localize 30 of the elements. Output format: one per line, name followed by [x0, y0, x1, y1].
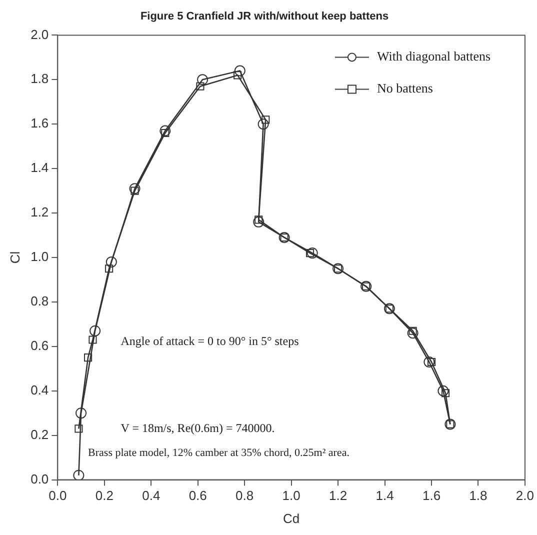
- annotation: V = 18m/s, Re(0.6m) = 740000.: [120, 420, 275, 435]
- y-axis-title: Cl: [7, 251, 22, 264]
- x-tick-label: 0.6: [188, 488, 207, 504]
- y-tick-label: 0.8: [30, 294, 49, 309]
- annotation: Brass plate model, 12% camber at 35% chord, 0.25m² area.: [88, 447, 350, 460]
- x-tick-label: 0.8: [236, 488, 254, 504]
- y-tick-label: 0.4: [30, 382, 49, 398]
- x-tick-label: 0.0: [48, 488, 67, 504]
- chart-title: Figure 5 Cranfield JR with/without keep battens: [140, 10, 389, 23]
- x-tick-label: 2.0: [516, 488, 534, 504]
- x-tick-label: 0.4: [142, 488, 160, 504]
- x-tick-label: 1.4: [376, 488, 394, 504]
- y-tick-label: 0.2: [30, 426, 49, 442]
- x-tick-label: 1.6: [422, 488, 441, 504]
- x-tick-label: 0.2: [95, 488, 114, 504]
- y-tick-label: 0.0: [30, 471, 49, 486]
- legend-label: No battens: [376, 80, 433, 96]
- y-tick-label: 0.6: [30, 338, 49, 353]
- y-tick-label: 1.2: [30, 204, 49, 220]
- x-tick-label: 1.2: [329, 488, 348, 504]
- y-tick-label: 1.6: [30, 116, 49, 131]
- x-axis-title: Cd: [283, 510, 300, 526]
- y-tick-label: 1.0: [30, 249, 49, 264]
- y-tick-label: 2.0: [30, 26, 49, 42]
- annotation: Angle of attack = 0 to 90° in 5° steps: [120, 334, 300, 348]
- y-tick-label: 1.8: [30, 71, 49, 86]
- legend-label: With diagonal battens: [376, 48, 491, 64]
- y-tick-label: 1.4: [30, 160, 49, 176]
- x-tick-label: 1.8: [469, 488, 488, 504]
- x-tick-label: 1.0: [282, 488, 300, 504]
